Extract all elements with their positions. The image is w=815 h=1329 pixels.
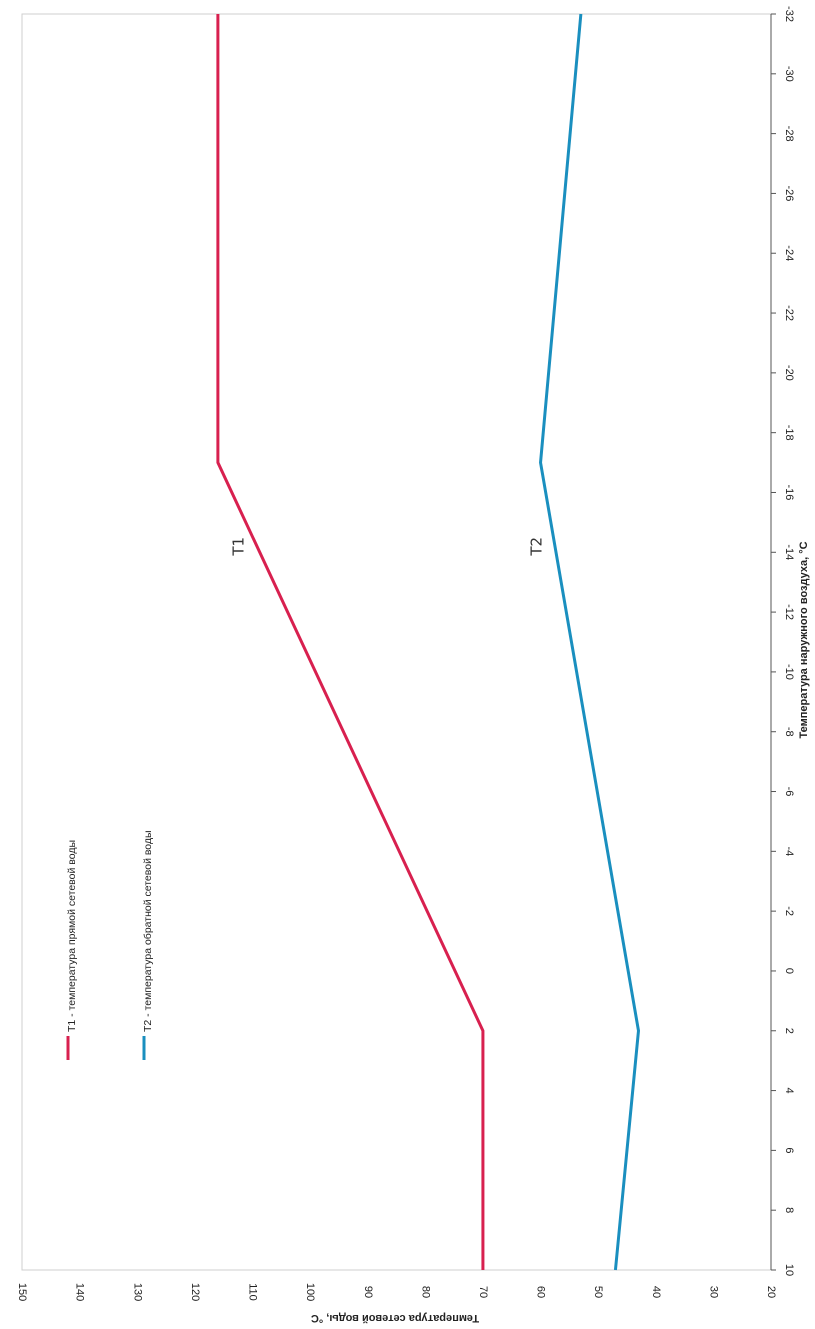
x-tick-label: -24: [783, 245, 795, 261]
x-tick-label: -30: [783, 66, 795, 82]
y-tick-label: 100: [304, 1283, 316, 1301]
y-tick-label: 120: [189, 1283, 201, 1301]
x-tick-label: -2: [783, 906, 795, 916]
x-tick-label: 4: [783, 1088, 795, 1094]
x-tick-label: -22: [783, 305, 795, 321]
plot-area: [22, 14, 771, 1270]
x-axis-title: Температура наружного воздуха, °С: [798, 541, 810, 738]
y-tick-label: 70: [477, 1286, 489, 1298]
x-tick-label: -12: [783, 604, 795, 620]
x-tick-label: 6: [783, 1147, 795, 1153]
y-tick-label: 30: [707, 1286, 719, 1298]
x-tick-label: -14: [783, 544, 795, 560]
y-tick-label: 130: [131, 1283, 143, 1301]
x-tick-label: -6: [783, 787, 795, 797]
x-tick-label: -32: [783, 6, 795, 22]
y-tick-label: 60: [535, 1286, 547, 1298]
y-tick-label: 150: [16, 1283, 28, 1301]
x-tick-label: 2: [783, 1028, 795, 1034]
x-tick-label: 8: [783, 1207, 795, 1213]
legend-label-t1: T1 - температура прямой сетевой воды: [66, 840, 78, 1032]
y-tick-labels: 20 30 40 50 60 70 80 90 100 110 120 130 140 150: [16, 1283, 777, 1301]
y-tick-label: 110: [247, 1283, 259, 1301]
y-tick-label: 20: [765, 1286, 777, 1298]
x-tick-label: 0: [783, 968, 795, 974]
y-axis-title: Температура сетевой воды, °С: [311, 1312, 479, 1324]
y-tick-label: 140: [74, 1283, 86, 1301]
series-label-t1: T1: [229, 537, 247, 557]
x-tick-label: -4: [783, 846, 795, 856]
series-label-t2: T2: [527, 537, 545, 557]
y-tick-label: 80: [419, 1286, 431, 1298]
x-tick-label: -28: [783, 126, 795, 142]
x-tick-labels: 10 8 6 4 2 0 -2 -4 -6 -8 -10 -12 -14 -16 -18 -20 -22 -24 -…: [771, 6, 795, 1276]
x-tick-label: -10: [783, 664, 795, 680]
x-tick-label: -26: [783, 185, 795, 201]
y-tick-label: 40: [650, 1286, 662, 1298]
y-tick-label: 90: [362, 1286, 374, 1298]
legend-label-t2: T2 - температура обратной сетевой воды: [142, 830, 154, 1032]
x-tick-label: -16: [783, 485, 795, 501]
x-tick-label: -8: [783, 727, 795, 737]
y-tick-label: 50: [592, 1286, 604, 1298]
x-tick-label: 10: [783, 1264, 795, 1276]
x-tick-label: -20: [783, 365, 795, 381]
x-tick-label: -18: [783, 425, 795, 441]
